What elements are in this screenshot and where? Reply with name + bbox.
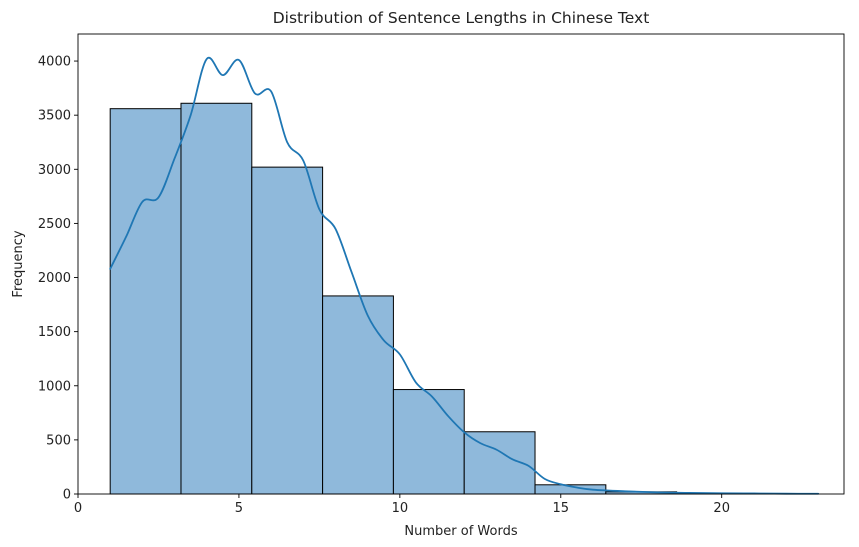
plot-frame [77, 33, 845, 495]
histogram-bar-2 [180, 102, 253, 495]
x-tick-label: 20 [713, 501, 730, 516]
kde-density-line [109, 56, 820, 495]
histogram-bar-5 [392, 389, 465, 495]
histogram-bar-4 [322, 295, 394, 495]
y-axis-ticks: 0 500 1000 1500 2000 2500 3000 3500 4000 [38, 55, 78, 503]
y-tick-label: 1000 [38, 379, 71, 394]
histogram-bar-3 [251, 166, 324, 495]
x-tick-label: 15 [552, 501, 569, 516]
y-tick-label: 2000 [38, 271, 71, 286]
x-axis-ticks: 0 5 10 15 20 [74, 494, 730, 516]
x-axis-label: Number of Words [404, 524, 517, 539]
y-tick-label: 4000 [38, 55, 71, 70]
y-tick-label: 0 [63, 488, 71, 503]
histogram-bar-1 [109, 108, 182, 495]
y-tick-label: 3500 [38, 109, 71, 124]
x-tick-label: 0 [74, 501, 82, 516]
x-tick-label: 5 [235, 501, 243, 516]
x-tick-label: 10 [392, 501, 409, 516]
kde-group [109, 56, 820, 495]
bars-group [109, 102, 819, 495]
chart-title: Distribution of Sentence Lengths in Chin… [273, 9, 650, 27]
y-tick-label: 500 [46, 433, 71, 448]
y-tick-label: 2500 [38, 217, 71, 232]
y-tick-label: 3000 [38, 163, 71, 178]
y-tick-label: 1500 [38, 325, 71, 340]
y-axis-label: Frequency [11, 230, 26, 297]
